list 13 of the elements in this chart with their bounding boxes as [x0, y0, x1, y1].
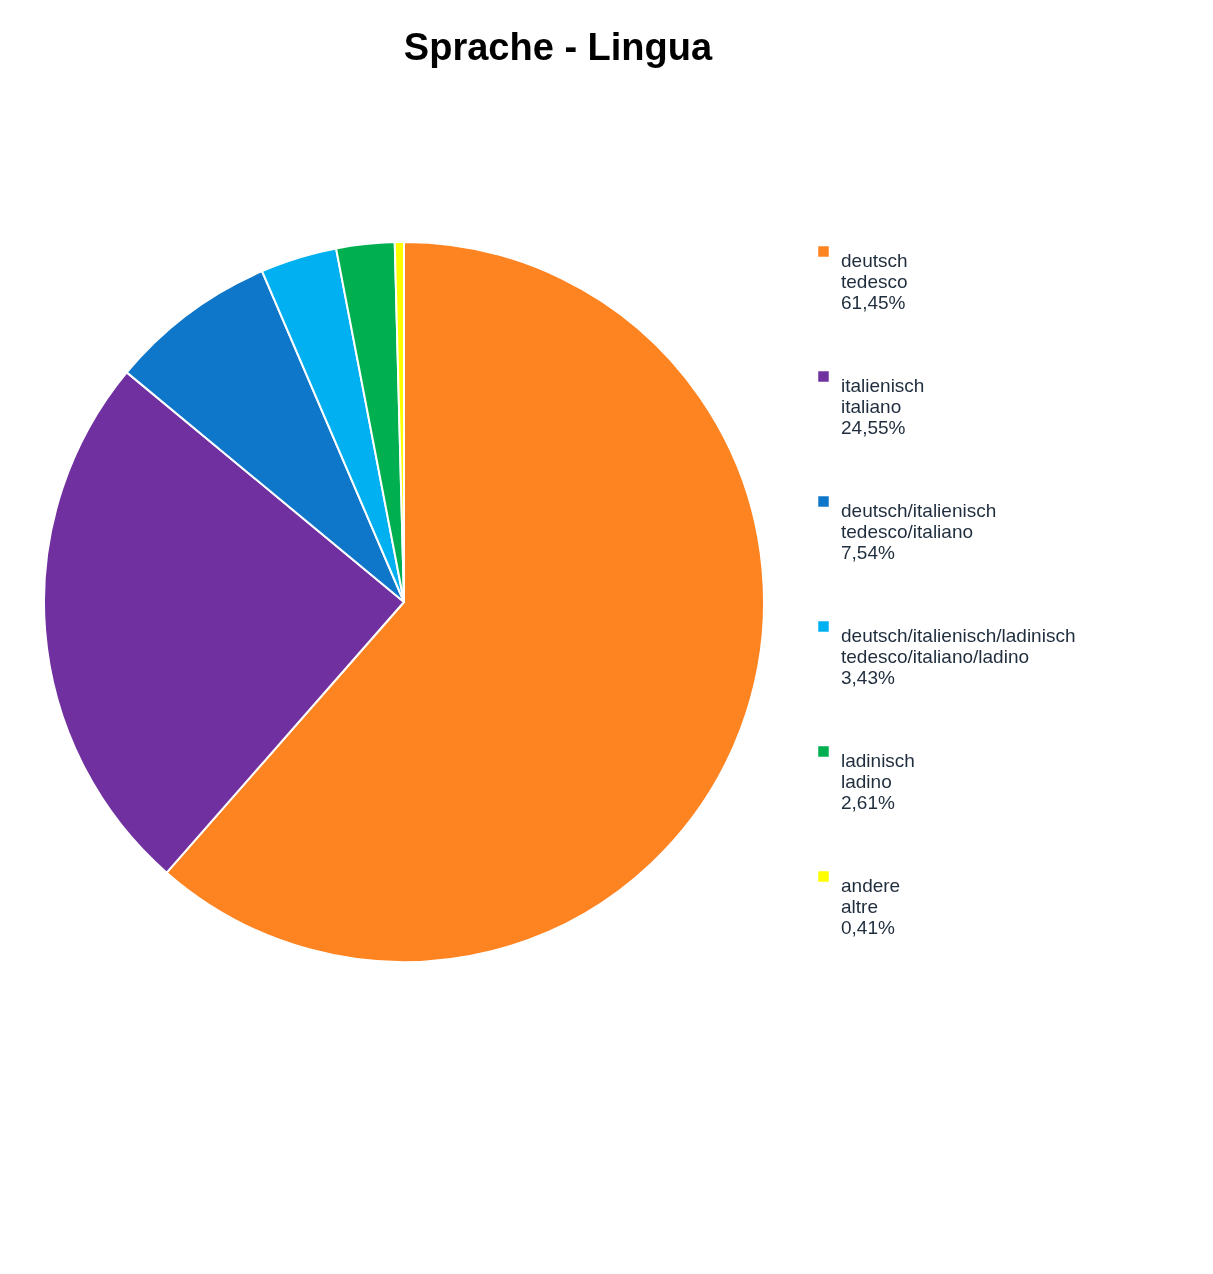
data-label: 24,55%	[841, 416, 906, 438]
legend-label: ladinisch ladino	[841, 749, 915, 792]
legend-label: deutsch/italienisch/ladinisch tedesco/italiano/ladino	[841, 624, 1076, 667]
data-label: 0,41%	[841, 916, 895, 938]
legend-label: deutsch tedesco	[841, 249, 908, 292]
legend-label: andere altre	[841, 874, 901, 917]
legend-label: italienisch italiano	[841, 374, 925, 417]
data-label: 7,54%	[841, 541, 895, 563]
chart-title: Sprache - Lingua	[403, 26, 713, 68]
data-label: 2,61%	[841, 791, 895, 813]
legend-label: deutsch/italienisch tedesco/italiano	[841, 499, 997, 542]
data-label: 3,43%	[841, 666, 895, 688]
data-label: 61,45%	[841, 291, 906, 313]
